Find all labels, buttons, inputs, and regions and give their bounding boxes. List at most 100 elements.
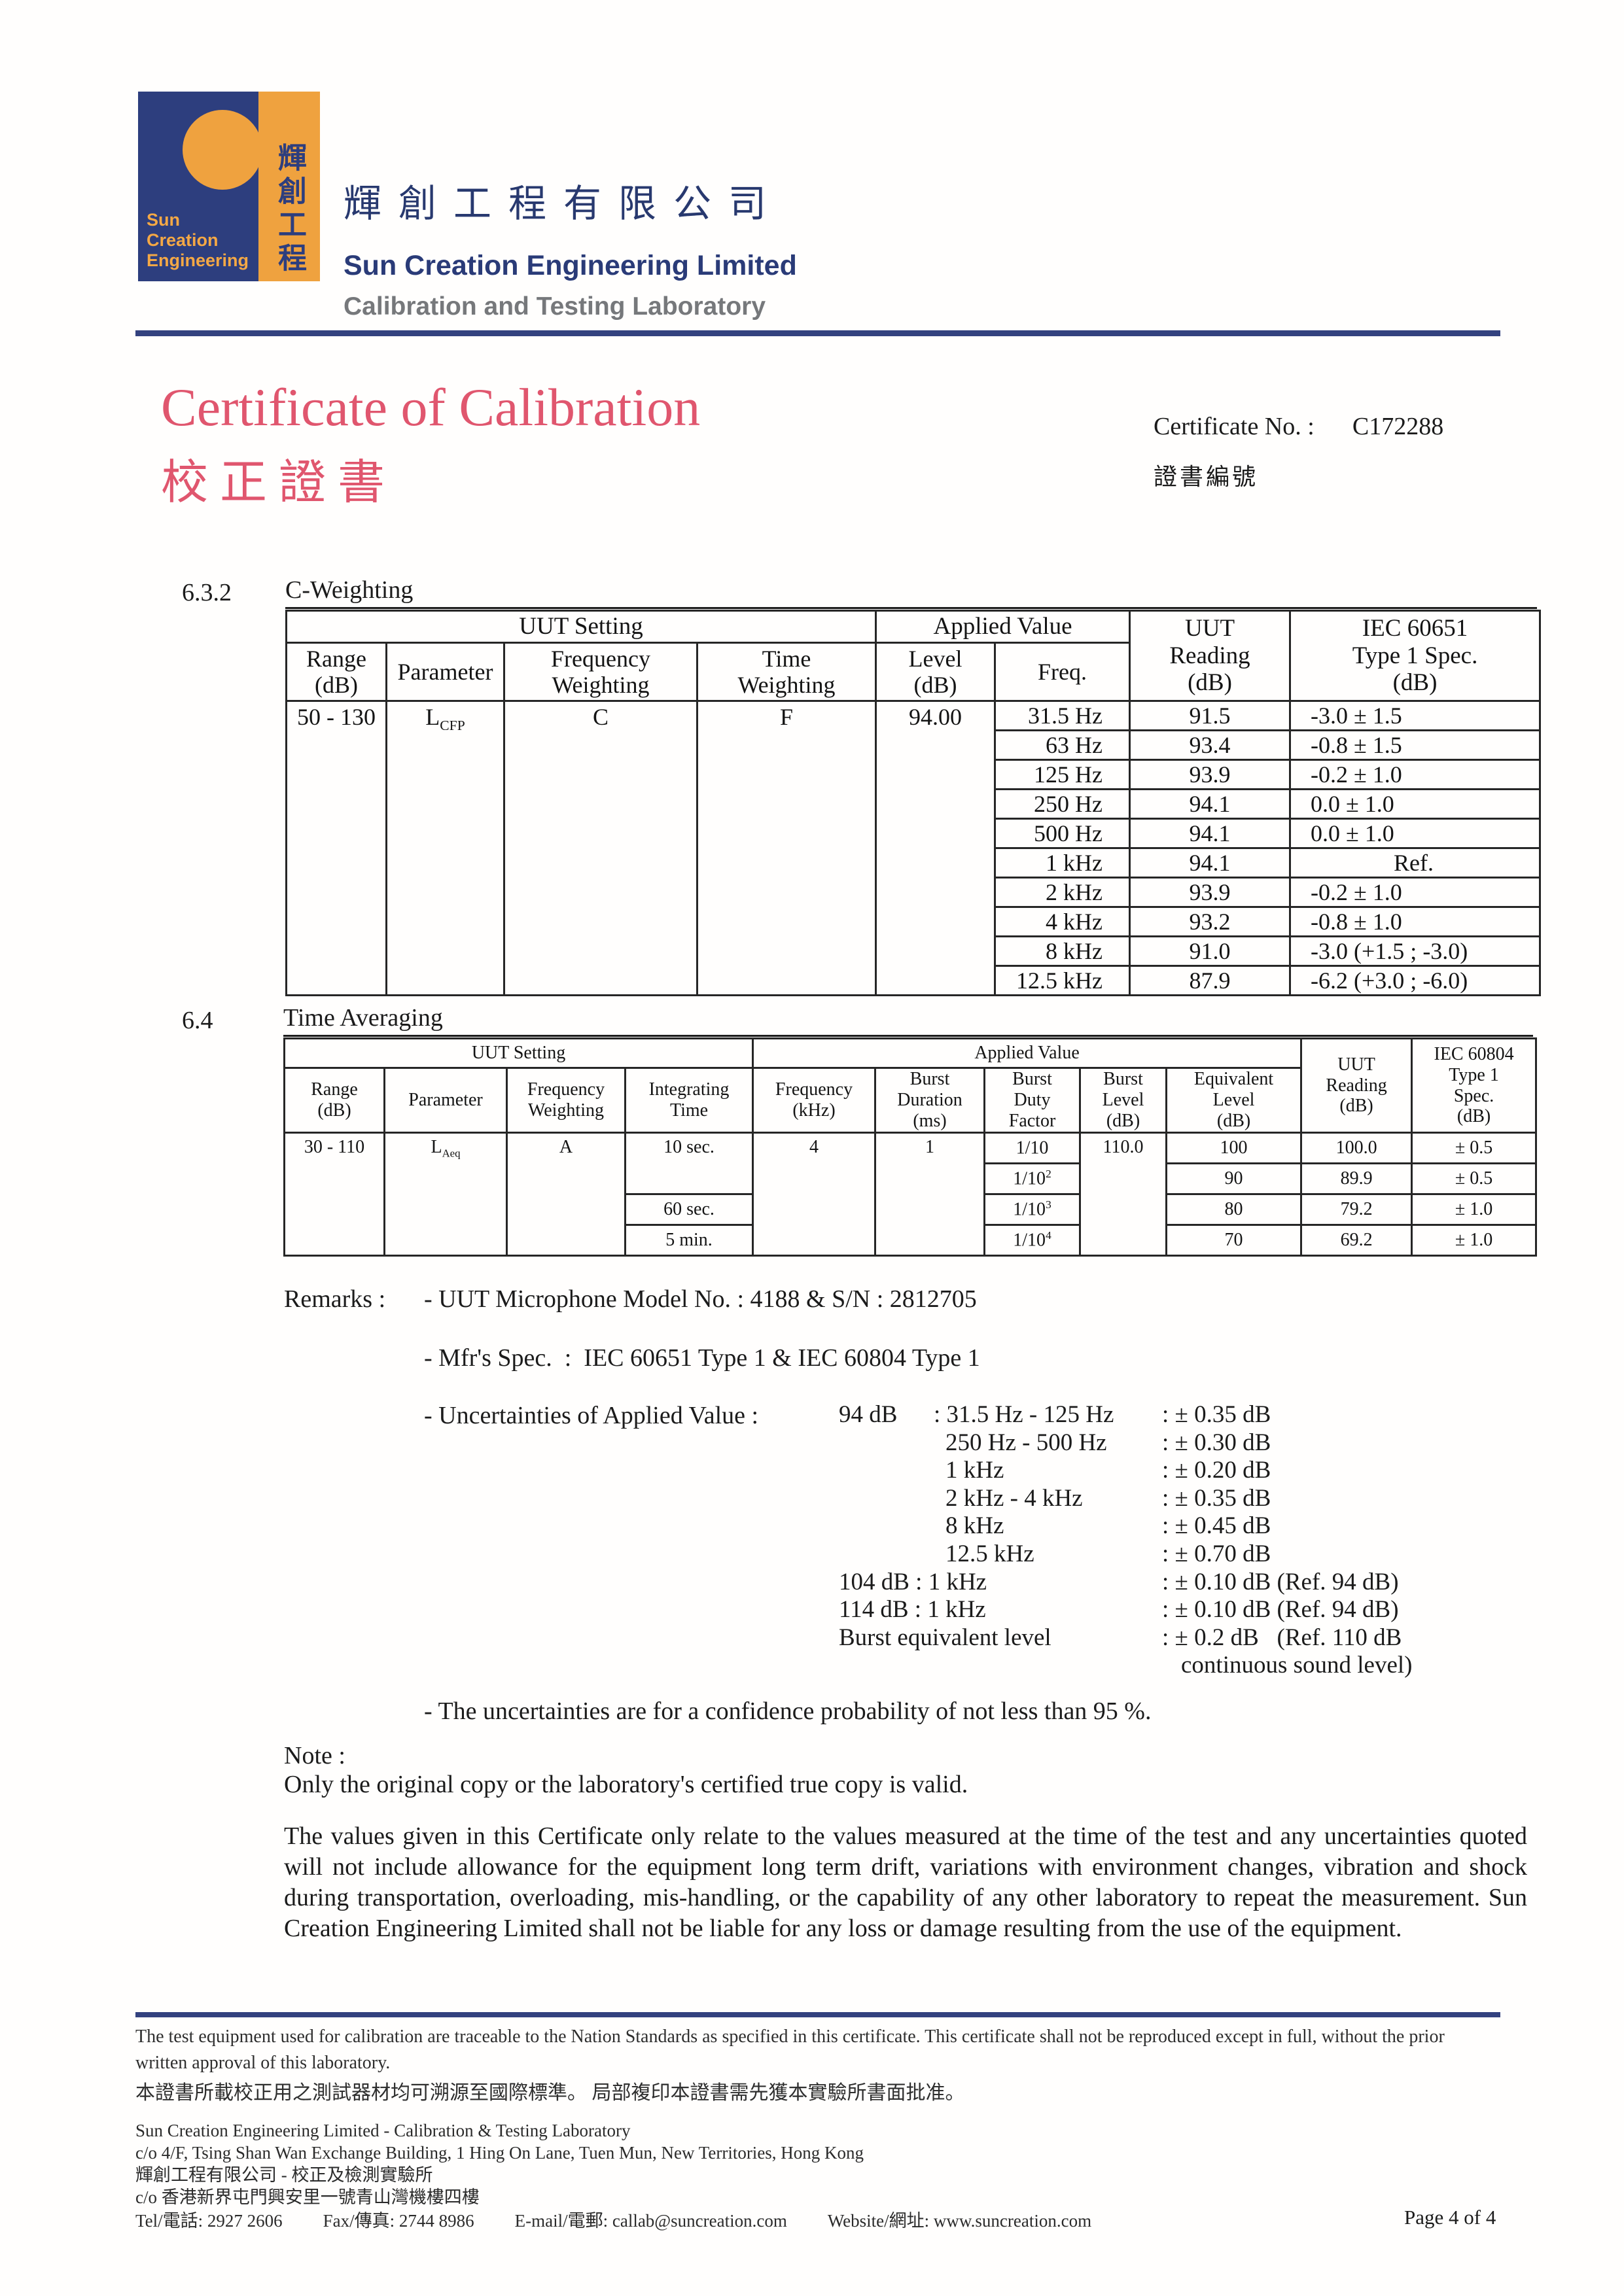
- footer-divider-rule: [135, 2012, 1500, 2017]
- c-weighting-table-container: UUT Setting Applied Value UUT Reading (d…: [285, 610, 1542, 996]
- uncertainty-level: Burst equivalent level: [839, 1624, 1051, 1651]
- fax-number: Fax/傳真: 2744 8986: [323, 2211, 474, 2231]
- table-row: 60 sec. 1/103 80 79.2 ± 1.0: [285, 1193, 1538, 1226]
- freq-cell: 500 Hz: [994, 818, 1131, 849]
- uncertainty-frequency: 2 kHz - 4 kHz: [945, 1484, 1083, 1512]
- table-row: 5 min. 1/104 70 69.2 ± 1.0: [285, 1224, 1538, 1257]
- lab-name-chinese: 輝創工程有限公司 - 校正及檢測實驗所: [135, 2165, 433, 2185]
- spec-cell: -3.0 (+1.5 ; -3.0): [1289, 935, 1542, 967]
- reading-cell: 94.1: [1129, 818, 1292, 849]
- uncertainty-value: : ± 0.45 dB: [1162, 1512, 1271, 1540]
- col-header-integrating-time: Integrating Time: [624, 1067, 754, 1134]
- frequency-weighting-cell: A: [506, 1132, 626, 1257]
- spec-cell: -6.2 (+3.0 ; -6.0): [1289, 965, 1542, 996]
- reading-cell: 94.1: [1129, 847, 1292, 878]
- section-number-c-weighting: 6.3.2: [182, 579, 232, 606]
- integrating-time-cell: 60 sec.: [624, 1193, 754, 1226]
- uncertainty-row: 8 kHz: ± 0.45 dB: [839, 1512, 1413, 1540]
- logo-wordmark: Sun Creation Engineering: [147, 210, 249, 271]
- uncertainty-row: 2 kHz - 4 kHz: ± 0.35 dB: [839, 1485, 1413, 1513]
- freq-cell: 8 kHz: [994, 935, 1131, 967]
- group-header-uut-setting: UUT Setting: [283, 1037, 754, 1069]
- parameter-symbol: L: [425, 704, 440, 730]
- reading-cell: 93.2: [1129, 906, 1292, 937]
- spec-cell: 0.0 ± 1.0: [1289, 788, 1542, 820]
- table-row: 50 - 130 LCFP C F 94.00 31.5 Hz 91.5 -3.…: [285, 700, 1542, 996]
- burst-level-cell: 110.0: [1079, 1132, 1168, 1257]
- col-header-iec-60651-spec: IEC 60651 Type 1 Spec. (dB): [1289, 610, 1542, 702]
- spec-cell: 0.0 ± 1.0: [1289, 818, 1542, 849]
- col-header-frequency-weighting: Frequency Weighting: [503, 642, 698, 702]
- uncertainty-row: 114 dB : 1 kHz: ± 0.10 dB (Ref. 94 dB): [839, 1596, 1413, 1624]
- reading-cell: 89.9: [1300, 1162, 1413, 1195]
- spec-cell: -0.8 ± 1.5: [1289, 729, 1542, 761]
- uncertainty-row: 94 dB: 31.5 Hz - 125 Hz: ± 0.35 dB: [839, 1401, 1413, 1429]
- uncertainty-value: : ± 0.35 dB: [1162, 1401, 1271, 1428]
- table-row: 63 Hz 93.4 -0.8 ± 1.5: [287, 729, 1542, 761]
- page-title: Certificate of Calibration: [161, 377, 701, 437]
- spec-cell: Ref.: [1289, 847, 1542, 878]
- sun-circle-icon: [183, 110, 258, 190]
- freq-cell: 1 kHz: [994, 847, 1131, 878]
- company-name-block: 輝創工程有限公司 Sun Creation Engineering Limite…: [344, 92, 797, 321]
- burst-duty-factor-cell: 1/102: [983, 1162, 1082, 1195]
- table-row: 1 kHz 94.1 Ref.: [287, 847, 1542, 878]
- equivalent-level-cell: 80: [1165, 1193, 1303, 1226]
- uncertainty-frequency: 250 Hz - 500 Hz: [945, 1429, 1107, 1456]
- c-weighting-table: UUT Setting Applied Value UUT Reading (d…: [285, 610, 1542, 996]
- contact-line: Tel/電話: 2927 2606 Fax/傳真: 2744 8986 E-ma…: [135, 2210, 1091, 2232]
- table-row: 4 kHz 93.2 -0.8 ± 1.0: [287, 906, 1542, 937]
- page-title-chinese: 校正證書: [161, 457, 397, 510]
- col-header-burst-duty-factor: Burst Duty Factor: [983, 1067, 1082, 1134]
- note-label: Note :: [284, 1742, 345, 1769]
- reading-cell: 91.5: [1129, 700, 1292, 731]
- lab-name-english: Sun Creation Engineering Limited - Calib…: [135, 2121, 631, 2140]
- logo-word-line: Sun: [147, 210, 180, 230]
- uncertainties-list: 94 dB: 31.5 Hz - 125 Hz: ± 0.35 dB 250 H…: [839, 1401, 1413, 1680]
- uncertainty-level: 114 dB : 1 kHz: [839, 1596, 986, 1624]
- uncertainty-row: Burst equivalent level: ± 0.2 dB (Ref. 1…: [839, 1624, 1413, 1652]
- section-heading-time-averaging: Time Averaging: [283, 1003, 1533, 1037]
- table-row: 2 kHz 93.9 -0.2 ± 1.0: [287, 877, 1542, 908]
- col-header-burst-level: Burst Level (dB): [1079, 1067, 1168, 1134]
- document-title-block: Certificate of Calibration 校正證書: [161, 377, 701, 512]
- col-header-uut-reading: UUT Reading (dB): [1129, 610, 1292, 702]
- reading-cell: 94.1: [1129, 788, 1292, 820]
- uncertainty-level: 104 dB : 1 kHz: [839, 1568, 987, 1595]
- lab-address-chinese: c/o 香港新界屯門興安里一號青山灣機樓四樓: [135, 2187, 480, 2207]
- table-row: 1/102 90 89.9 ± 0.5: [285, 1162, 1538, 1195]
- remark-uut-microphone: - UUT Microphone Model No. : 4188 & S/N …: [424, 1285, 977, 1313]
- parameter-cell: LAeq: [383, 1132, 508, 1257]
- company-name-chinese: 輝創工程有限公司: [344, 183, 784, 225]
- parameter-symbol: L: [431, 1137, 442, 1157]
- col-header-level: Level (dB): [875, 642, 997, 702]
- frequency-weighting-cell: C: [503, 700, 698, 996]
- table-row: 30 - 110 LAeq A 10 sec. 4 1 1/10 110.0 1…: [283, 1132, 1538, 1257]
- freq-cell: 125 Hz: [994, 759, 1131, 790]
- equivalent-level-cell: 100: [1165, 1132, 1303, 1164]
- range-cell: 30 - 110: [283, 1132, 385, 1257]
- freq-cell: 250 Hz: [994, 788, 1131, 820]
- freq-cell: 2 kHz: [994, 877, 1131, 908]
- uncertainty-row: continuous sound level): [839, 1652, 1413, 1680]
- time-weighting-cell: F: [696, 700, 877, 996]
- spec-cell: ± 1.0: [1411, 1193, 1538, 1226]
- letterhead: Sun Creation Engineering 輝創工程 輝創工程有限公司 S…: [138, 92, 797, 321]
- page-number: Page 4 of 4: [1404, 2206, 1496, 2229]
- uncertainty-frequency: : 31.5 Hz - 125 Hz: [934, 1401, 1114, 1428]
- uncertainty-level: [839, 1512, 934, 1540]
- table-row: 12.5 kHz 87.9 -6.2 (+3.0 ; -6.0): [287, 965, 1542, 996]
- traceability-statement-chinese: 本證書所載校正用之測試器材均可溯源至國際標準。 局部複印本證書需先獲本實驗所書面…: [135, 2082, 965, 2104]
- section-heading-c-weighting: C-Weighting: [285, 576, 1537, 609]
- phone-number: Tel/電話: 2927 2606: [135, 2211, 283, 2231]
- freq-cell: 4 kHz: [994, 906, 1131, 937]
- duty-exponent: 3: [1046, 1198, 1051, 1211]
- uncertainty-frequency: 12.5 kHz: [945, 1540, 1034, 1567]
- remark-uncertainties-label: - Uncertainties of Applied Value :: [424, 1402, 759, 1429]
- col-header-burst-duration: Burst Duration (ms): [874, 1067, 986, 1134]
- time-averaging-table-container: UUT Setting Applied Value UUT Reading (d…: [283, 1037, 1538, 1257]
- col-header-parameter: Parameter: [385, 642, 505, 702]
- duty-base: 1/10: [1013, 1230, 1046, 1251]
- disclaimer-paragraph: The values given in this Certificate onl…: [284, 1822, 1527, 1942]
